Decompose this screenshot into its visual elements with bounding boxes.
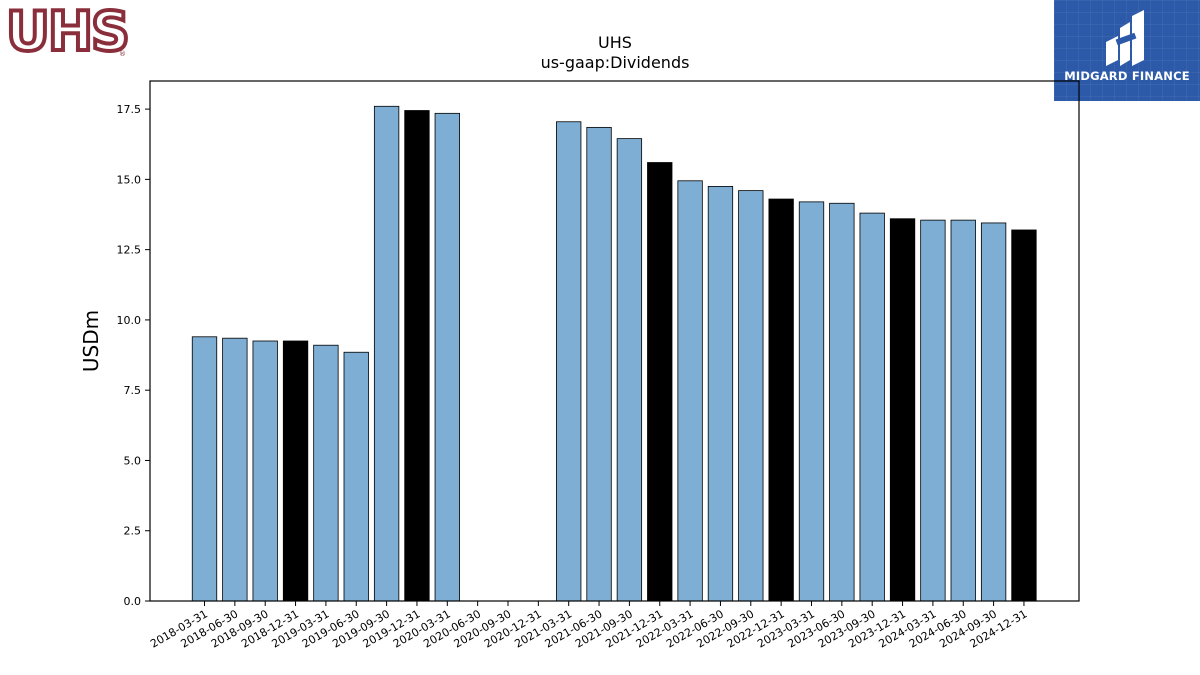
bar-2021-03-31 (556, 121, 582, 602)
bar-2019-03-31 (313, 344, 339, 602)
bar-2019-09-30 (373, 105, 400, 602)
bar-2023-03-31 (798, 201, 825, 602)
bars-group (191, 105, 1037, 602)
y-tick-label: 15.0 (117, 173, 142, 186)
y-axis: 0.0 2.5 5.0 7.5 10.0 12.5 15.0 17.5 (117, 103, 150, 608)
bar-2022-03-31 (677, 180, 703, 602)
chart-title: UHS (598, 33, 632, 52)
x-axis: 2018-03-312018-06-302018-09-302018-12-31… (148, 601, 1029, 651)
y-tick-label: 5.0 (124, 454, 142, 467)
bar-2018-06-30 (222, 337, 248, 602)
midgard-emblem-icon (1106, 10, 1144, 66)
plot-frame (149, 80, 1080, 602)
bar-2021-06-30 (586, 126, 612, 602)
bar-2024-12-31 (1011, 229, 1037, 602)
bar-2022-06-30 (707, 186, 734, 602)
bar-2024-03-31 (920, 219, 946, 602)
chart-subtitle: us-gaap:Dividends (541, 53, 690, 72)
bar-2019-12-31 (404, 110, 430, 602)
uhs-logo: UHS ® (4, 0, 132, 65)
y-tick-label: 17.5 (117, 103, 142, 116)
bar-2021-12-31 (647, 162, 673, 602)
midgard-finance-logo: MIDGARD FINANCE (1054, 0, 1200, 101)
y-tick-label: 7.5 (124, 384, 142, 397)
bar-2024-09-30 (980, 222, 1007, 602)
bar-2020-03-31 (434, 112, 460, 602)
registered-mark-icon: ® (119, 50, 126, 58)
bar-2024-06-30 (950, 219, 976, 602)
uhs-logo-text: UHS (4, 0, 132, 65)
bar-2023-12-31 (889, 218, 916, 602)
y-axis-label: USDm (79, 310, 103, 372)
y-tick-label: 12.5 (117, 244, 142, 257)
y-tick-label: 0.0 (124, 595, 142, 608)
bar-2023-06-30 (829, 202, 855, 602)
y-tick-label: 2.5 (124, 525, 142, 538)
bar-2022-09-30 (738, 190, 764, 602)
bar-2018-03-31 (191, 336, 218, 602)
midgard-logo-text: MIDGARD FINANCE (1064, 69, 1190, 83)
y-tick-label: 10.0 (117, 314, 142, 327)
bar-2018-09-30 (252, 340, 278, 602)
bar-2021-09-30 (616, 138, 643, 602)
bar-2023-09-30 (859, 212, 885, 602)
bar-2022-12-31 (768, 198, 794, 602)
bar-2019-06-30 (343, 351, 369, 602)
bar-2018-12-31 (282, 340, 309, 602)
